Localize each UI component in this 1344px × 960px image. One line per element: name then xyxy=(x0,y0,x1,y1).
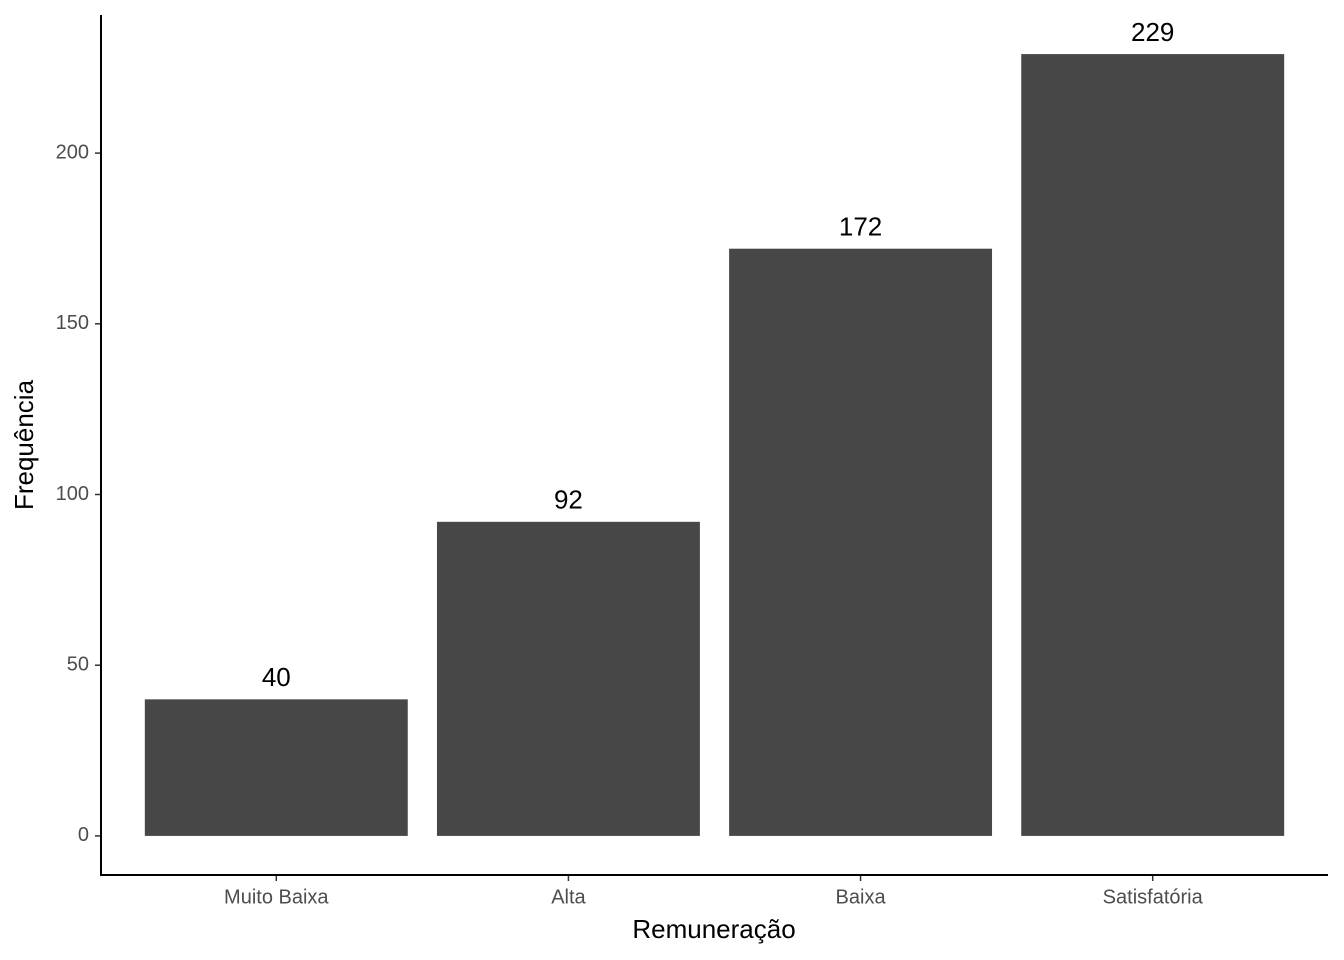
x-tick-label: Satisfatória xyxy=(1103,886,1204,908)
y-axis-title: Frequência xyxy=(9,379,39,510)
bar xyxy=(1021,54,1285,836)
value-label: 172 xyxy=(839,212,882,242)
bar xyxy=(144,699,408,836)
x-tick-label: Baixa xyxy=(836,886,887,908)
bar xyxy=(729,248,993,836)
y-tick-label: 100 xyxy=(56,483,89,505)
y-tick-label: 50 xyxy=(67,653,89,675)
x-tick-label: Alta xyxy=(551,886,586,908)
x-axis-title: Remuneração xyxy=(632,914,795,944)
value-label: 40 xyxy=(262,662,291,692)
bar xyxy=(436,521,700,836)
y-tick-label: 0 xyxy=(78,824,89,846)
x-tick-label: Muito Baixa xyxy=(224,886,329,908)
y-tick-label: 150 xyxy=(56,312,89,334)
value-label: 92 xyxy=(554,485,583,515)
y-tick-label: 200 xyxy=(56,141,89,163)
value-label: 229 xyxy=(1131,17,1174,47)
